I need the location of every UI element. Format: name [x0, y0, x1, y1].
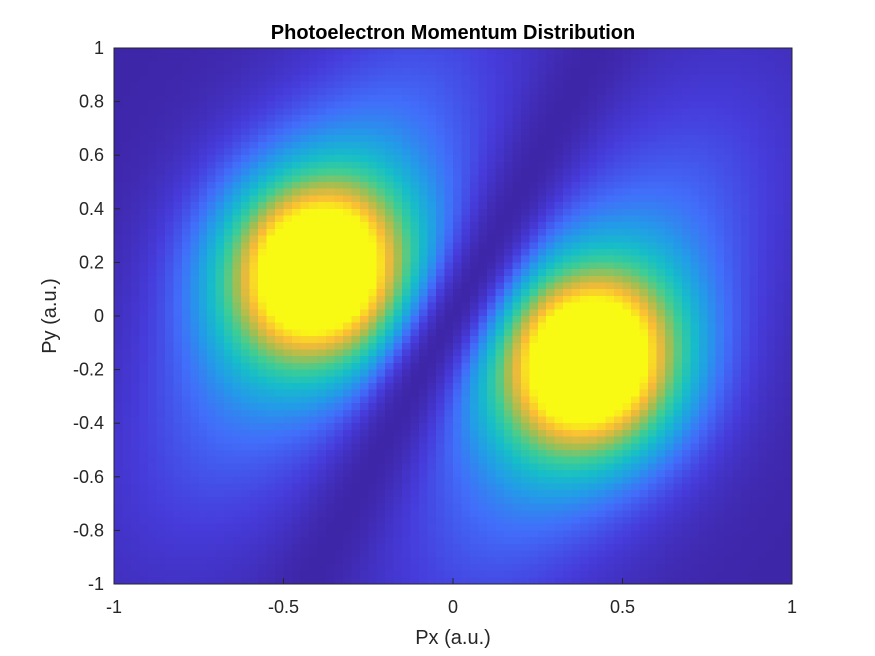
y-axis-ticks: 1 0.8 0.6 0.4 0.2 0 -0.2 -0.4 -0.6 -0.8 -1: [73, 38, 104, 594]
y-tick-label: 0.2: [79, 252, 104, 272]
x-tick-label: 0: [448, 597, 458, 617]
heatmap-image: [114, 48, 792, 584]
y-tick-label: -1: [88, 574, 104, 594]
x-axis-label: Px (a.u.): [415, 627, 491, 649]
x-axis-ticks: -1 -0.5 0 0.5 1: [106, 597, 797, 617]
y-tick-label: -0.6: [73, 467, 104, 487]
y-tick-label: -0.8: [73, 520, 104, 540]
y-tick-label: -0.2: [73, 360, 104, 380]
y-tick-label: 0.4: [79, 199, 104, 219]
y-tick-label: 1: [94, 38, 104, 58]
y-tick-label: 0: [94, 306, 104, 326]
x-tick-label: -1: [106, 597, 122, 617]
x-tick-label: 0.5: [610, 597, 635, 617]
x-tick-label: 1: [787, 597, 797, 617]
y-tick-label: -0.4: [73, 413, 104, 433]
y-tick-label: 0.6: [79, 145, 104, 165]
x-tick-label: -0.5: [268, 597, 299, 617]
chart-title: Photoelectron Momentum Distribution: [271, 22, 635, 44]
y-axis-label: Py (a.u.): [39, 278, 61, 354]
y-tick-label: 0.8: [79, 92, 104, 112]
